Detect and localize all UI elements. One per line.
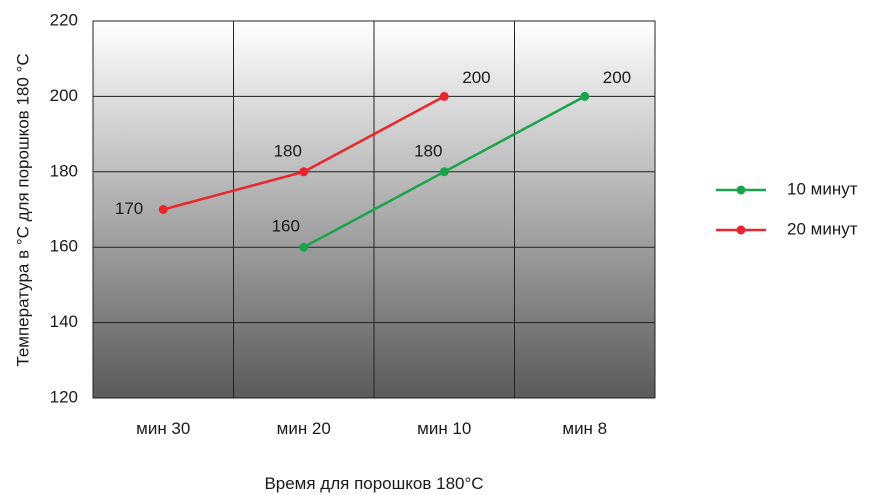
x-tick-label: мин 20 <box>277 419 331 438</box>
series-0-point <box>439 167 449 177</box>
y-tick-label: 160 <box>50 237 78 256</box>
data-label: 170 <box>115 199 143 218</box>
series-1-point <box>439 91 449 101</box>
plot-frame <box>92 20 656 399</box>
y-tick-label: 220 <box>50 10 78 29</box>
y-axis-title: Температура в °C для порошков 180 °C <box>13 53 32 366</box>
x-tick-label: мин 10 <box>417 419 471 438</box>
data-label: 200 <box>462 68 490 87</box>
series-1-point <box>299 167 309 177</box>
legend: 10 минут 20 минут <box>716 179 858 238</box>
legend-label: 10 минут <box>787 179 858 198</box>
legend-label: 20 минут <box>787 219 858 238</box>
y-tick-label: 200 <box>50 86 78 105</box>
legend-swatch-marker <box>736 185 746 195</box>
x-tick-labels: мин 30 мин 20 мин 10 мин 8 <box>136 419 607 438</box>
x-tick-label: мин 8 <box>562 419 607 438</box>
y-tick-labels: 120 140 160 180 200 220 <box>50 10 78 406</box>
data-label: 180 <box>274 141 302 160</box>
legend-swatch-marker <box>736 225 746 235</box>
data-label: 200 <box>603 68 631 87</box>
x-axis-title: Время для порошков 180°C <box>264 474 483 493</box>
y-tick-label: 140 <box>50 312 78 331</box>
data-label: 180 <box>414 141 442 160</box>
x-tick-label: мин 30 <box>136 419 190 438</box>
series-layer <box>158 91 590 252</box>
series-0-point <box>580 91 590 101</box>
y-tick-label: 180 <box>50 161 78 180</box>
series-1-point <box>158 205 168 214</box>
data-labels: 160 180 200 170 180 200 <box>115 68 631 236</box>
data-label: 160 <box>272 217 300 236</box>
y-tick-label: 120 <box>50 387 78 406</box>
series-0-point <box>299 242 309 252</box>
